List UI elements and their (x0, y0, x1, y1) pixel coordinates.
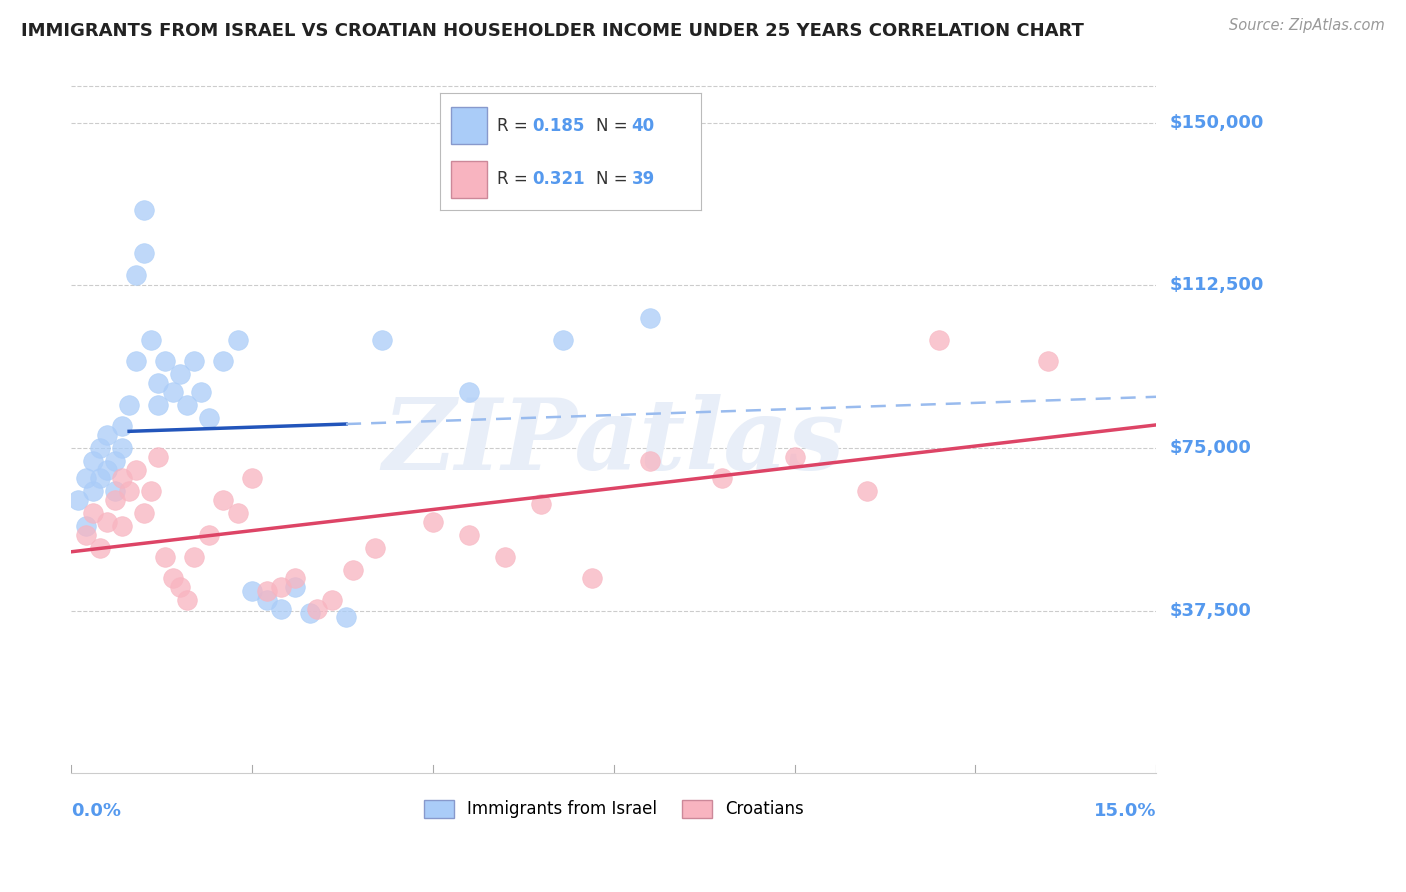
Point (75, 528, 97, 542)
Point (162, 384, 184, 399)
Point (458, 528, 481, 542)
Point (146, 450, 169, 464)
Point (96, 463, 118, 477)
Point (89, 541, 111, 555)
Point (1036, 354, 1059, 368)
Point (197, 528, 219, 542)
Point (240, 584, 263, 599)
Point (183, 549, 205, 564)
Point (298, 606, 321, 620)
Point (162, 571, 184, 585)
Point (638, 454, 661, 468)
Point (155, 354, 177, 368)
Point (104, 484, 127, 499)
Text: ZIPatlas: ZIPatlas (382, 394, 845, 491)
Point (146, 376, 169, 390)
Point (321, 593, 343, 607)
Point (169, 580, 191, 594)
Point (139, 333, 162, 347)
Point (183, 354, 205, 368)
Point (82, 454, 104, 468)
Point (111, 441, 134, 455)
Point (125, 463, 148, 477)
Point (342, 563, 364, 577)
Point (104, 493, 127, 508)
Point (111, 519, 134, 533)
Point (132, 202, 155, 217)
Point (270, 601, 292, 615)
Point (132, 506, 155, 520)
Point (96, 428, 118, 442)
Point (270, 580, 292, 594)
Point (111, 471, 134, 485)
Point (856, 484, 879, 499)
Point (581, 571, 603, 585)
Point (118, 398, 141, 412)
Point (256, 584, 278, 599)
Text: $150,000: $150,000 (1170, 114, 1264, 132)
Point (284, 571, 307, 585)
Text: $112,500: $112,500 (1170, 277, 1264, 294)
Point (226, 333, 249, 347)
Point (75, 471, 97, 485)
Point (284, 580, 307, 594)
Text: $75,000: $75,000 (1170, 439, 1251, 457)
Text: IMMIGRANTS FROM ISRAEL VS CROATIAN HOUSEHOLDER INCOME UNDER 25 YEARS CORRELATION: IMMIGRANTS FROM ISRAEL VS CROATIAN HOUSE… (21, 22, 1084, 40)
Point (96, 515, 118, 529)
Point (125, 354, 148, 368)
Point (125, 268, 148, 282)
Point (75, 519, 97, 533)
Point (139, 484, 162, 499)
Point (82, 506, 104, 520)
Point (104, 454, 127, 468)
Point (422, 515, 444, 529)
Point (190, 384, 212, 399)
Point (82, 484, 104, 499)
Point (711, 471, 734, 485)
Point (240, 471, 263, 485)
Point (176, 593, 198, 607)
Point (551, 333, 574, 347)
Point (530, 498, 553, 512)
Text: 15.0%: 15.0% (1094, 802, 1156, 820)
Point (256, 593, 278, 607)
Point (494, 549, 516, 564)
Point (176, 398, 198, 412)
Point (169, 368, 191, 382)
Point (212, 354, 235, 368)
Text: 0.0%: 0.0% (72, 802, 121, 820)
Point (783, 450, 806, 464)
Legend: Immigrants from Israel, Croatians: Immigrants from Israel, Croatians (416, 793, 811, 825)
Point (335, 610, 357, 624)
Point (89, 441, 111, 455)
Point (212, 493, 235, 508)
Point (89, 471, 111, 485)
Point (155, 549, 177, 564)
Point (928, 333, 950, 347)
Point (197, 410, 219, 425)
Point (67, 493, 90, 508)
Text: $37,500: $37,500 (1170, 602, 1251, 620)
Point (458, 384, 481, 399)
Point (371, 333, 394, 347)
Point (226, 506, 249, 520)
Point (132, 245, 155, 260)
Point (638, 310, 661, 325)
Point (118, 484, 141, 499)
Point (111, 419, 134, 434)
Text: Source: ZipAtlas.com: Source: ZipAtlas.com (1229, 18, 1385, 33)
Point (146, 398, 169, 412)
Point (364, 541, 387, 555)
Point (307, 601, 329, 615)
